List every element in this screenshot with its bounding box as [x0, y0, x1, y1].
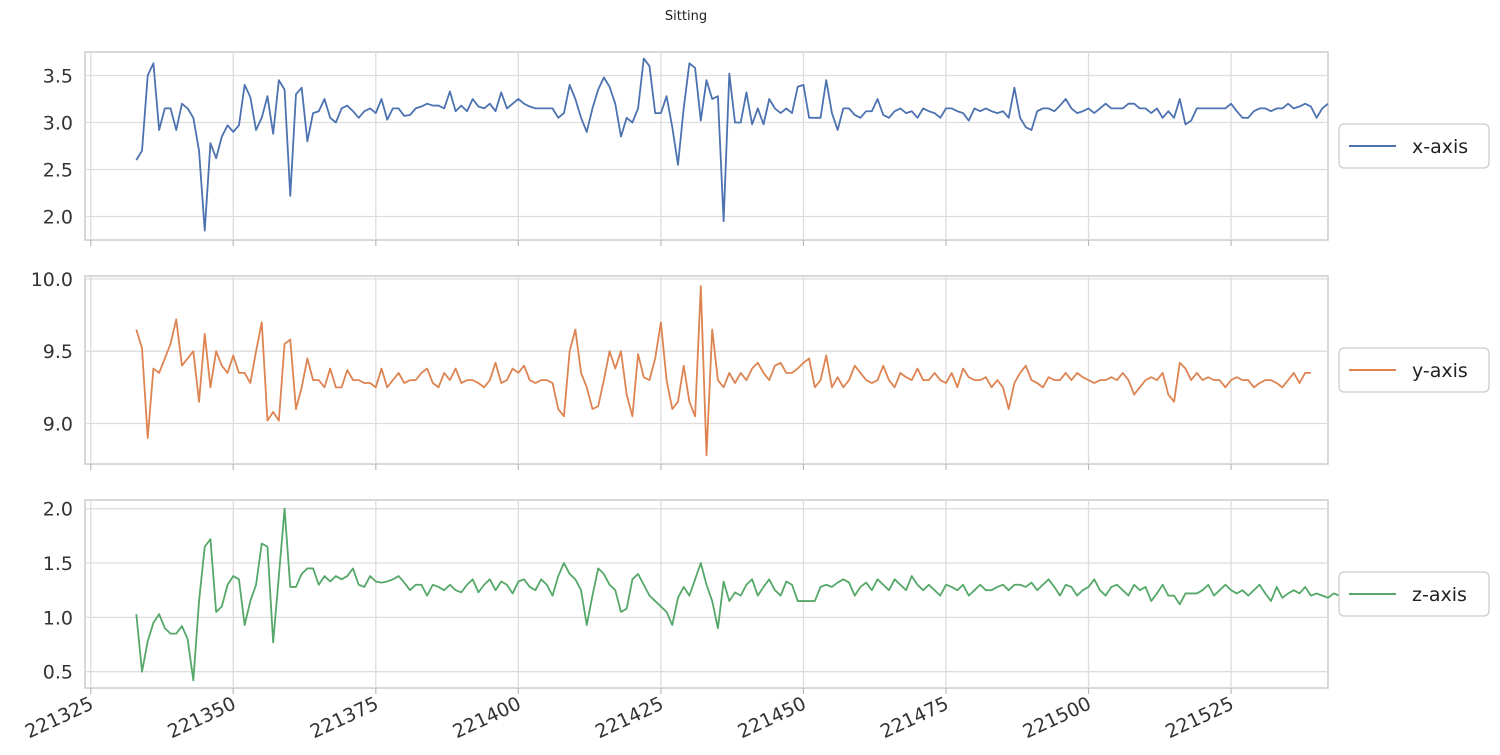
y-tick-label: 3.0 [43, 113, 73, 135]
x-tick-label: 221500 [1020, 693, 1095, 744]
legend-y-axis: y-axis [1338, 347, 1490, 393]
x-tick-labels: 221325 221350 221375 221400 221425 221450 2214… [22, 693, 1237, 744]
legend-x-axis: x-axis [1338, 123, 1490, 169]
y-tick-label: 1.5 [43, 553, 73, 575]
legend-label: z-axis [1412, 584, 1467, 606]
x-tick-label: 221325 [22, 693, 97, 744]
x-tick-label: 221475 [877, 693, 952, 744]
panels: 2.0 2.5 3.0 3.5 x-axis 9.0 9.5 10.0 y-axis 0.5 1.0… [31, 51, 1490, 694]
x-tick-label: 221350 [164, 693, 239, 744]
y-tick-label: 1.0 [43, 607, 73, 629]
legend-box [1338, 347, 1490, 393]
series-line-z-axis [135, 507, 1380, 682]
x-tick-label: 221400 [449, 693, 524, 744]
legend-label: x-axis [1412, 136, 1468, 158]
series-line-x-axis [135, 57, 1329, 232]
y-tick-label: 2.0 [43, 499, 73, 521]
legend-z-axis: z-axis [1338, 571, 1490, 617]
subplot-y-axis: 9.0 9.5 10.0 y-axis [31, 269, 1490, 470]
y-tick-label: 2.0 [43, 207, 73, 229]
subplot-frame [84, 499, 1329, 689]
series-line-y-axis [135, 285, 1311, 457]
legend-box [1338, 123, 1490, 169]
subplot-z-axis: 0.5 1.0 1.5 2.0 z-axis [43, 499, 1490, 694]
legend-label: y-axis [1412, 360, 1468, 382]
y-tick-label: 9.0 [43, 414, 73, 436]
chart-title: Sitting [665, 9, 707, 24]
y-tick-label: 0.5 [43, 662, 73, 684]
subplot-x-axis: 2.0 2.5 3.0 3.5 x-axis [43, 51, 1490, 246]
x-tick-label: 221450 [735, 693, 810, 744]
legend-box [1338, 571, 1490, 617]
y-tick-label: 2.5 [43, 160, 73, 182]
y-tick-label: 3.5 [43, 66, 73, 88]
x-tick-label: 221425 [592, 693, 667, 744]
x-tick-label: 221375 [307, 693, 382, 744]
y-tick-label: 10.0 [31, 269, 73, 291]
x-tick-label: 221525 [1162, 693, 1237, 744]
y-tick-label: 9.5 [43, 341, 73, 363]
